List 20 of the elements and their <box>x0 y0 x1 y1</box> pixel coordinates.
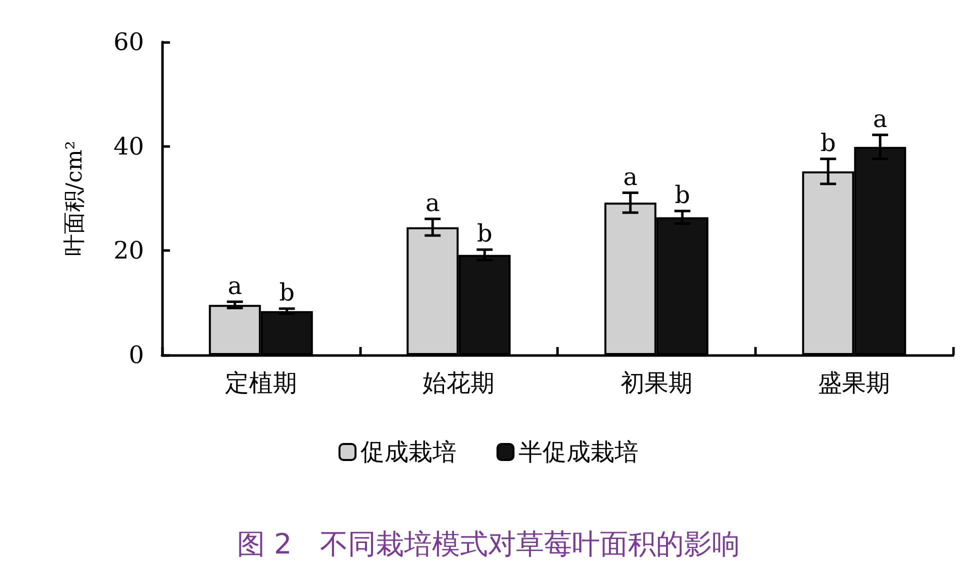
data-label: b <box>279 278 295 307</box>
data-label: b <box>820 128 836 157</box>
y-tick-label: 60 <box>113 28 144 56</box>
text: 图 2 不同栽培模式对草莓叶面积的影响 <box>237 528 740 560</box>
data-label: b <box>476 220 492 248</box>
data-label: a <box>425 188 440 217</box>
x-tick-label: 定植期 <box>224 369 297 397</box>
data-label: b <box>674 181 690 210</box>
legend-label: 半促成栽培 <box>518 438 638 466</box>
data-label: a <box>623 162 638 191</box>
data-label: a <box>872 104 888 133</box>
data-label: a <box>228 272 242 300</box>
y-axis-title: 叶面积/cm² <box>62 140 88 256</box>
legend-label: 促成栽培 <box>360 438 456 466</box>
y-tick-label: 0 <box>128 341 144 369</box>
y-tick-label: 40 <box>113 132 144 160</box>
x-tick-label: 始花期 <box>422 369 495 397</box>
y-tick-label: 20 <box>113 236 144 265</box>
x-tick-label: 盛果期 <box>818 369 890 397</box>
x-tick-label: 初果期 <box>620 369 692 397</box>
